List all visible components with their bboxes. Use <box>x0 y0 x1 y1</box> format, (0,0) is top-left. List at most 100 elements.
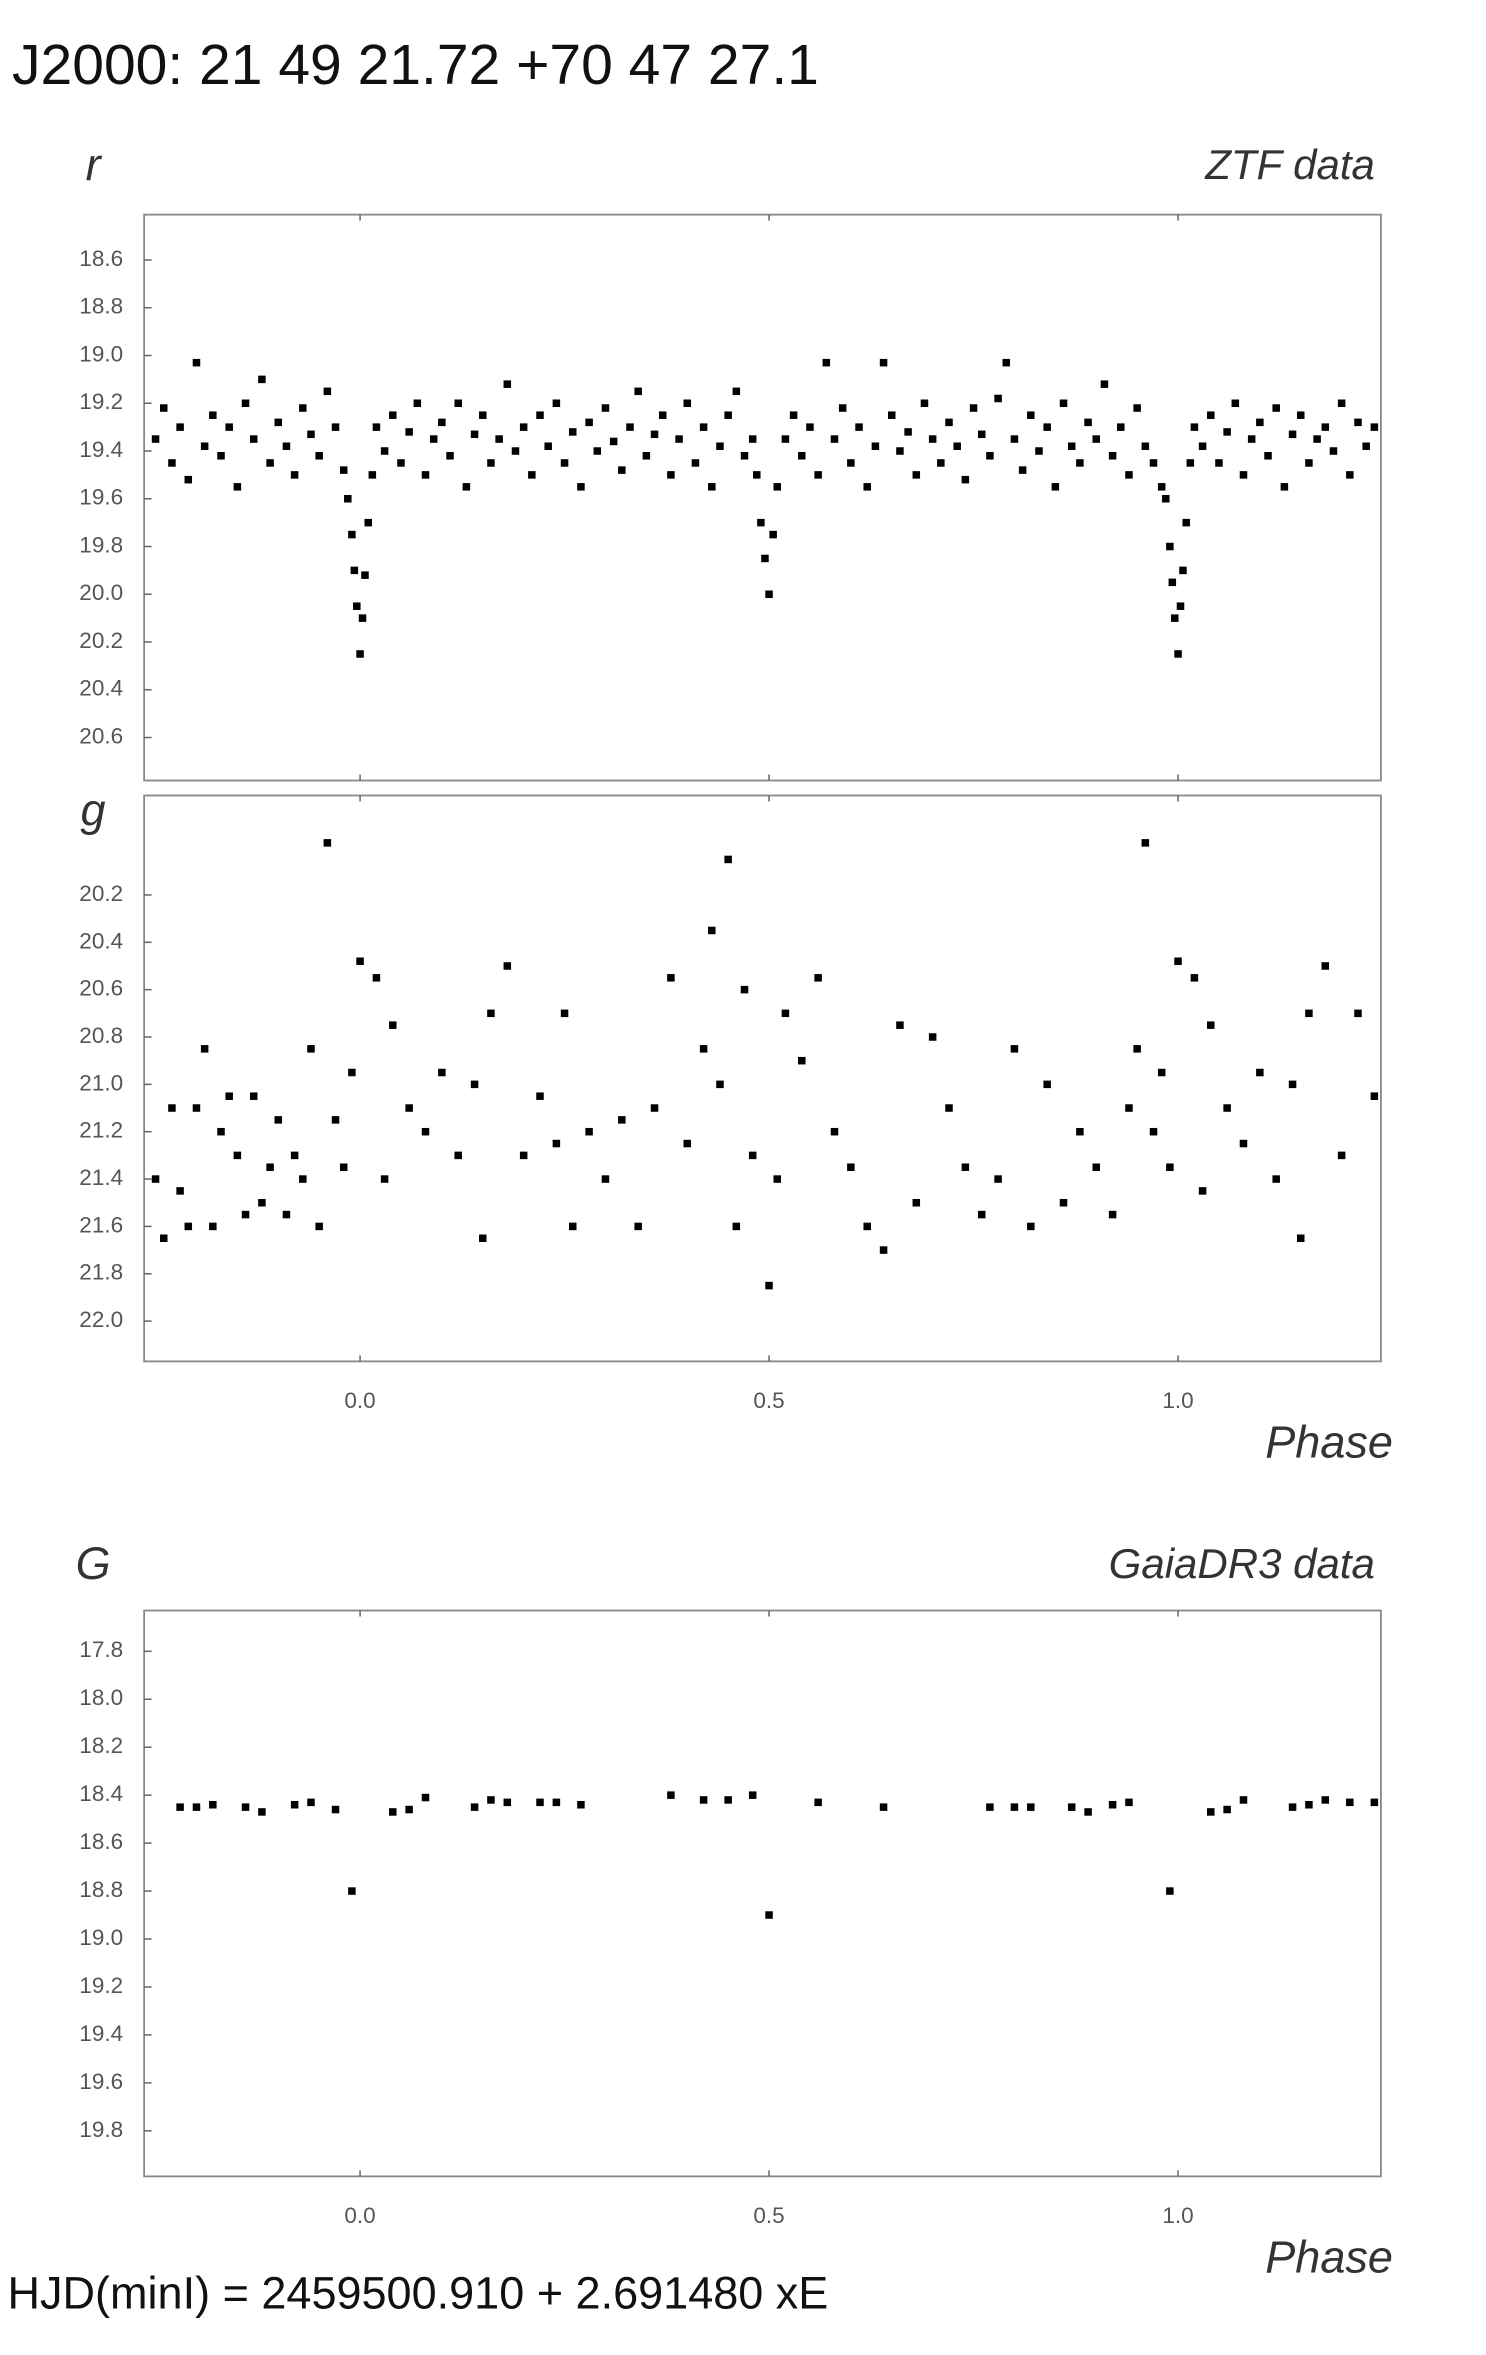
point <box>503 1798 512 1807</box>
point <box>358 614 367 622</box>
point <box>1182 518 1190 527</box>
point <box>446 452 454 460</box>
point <box>1321 962 1330 970</box>
point <box>397 459 405 467</box>
point <box>1027 1222 1035 1231</box>
point <box>1280 483 1289 491</box>
point <box>928 1033 937 1041</box>
point <box>1223 428 1231 436</box>
y-axis-label: r <box>86 139 103 190</box>
point <box>1305 1009 1313 1018</box>
point <box>536 411 544 419</box>
y-tick-label: 17.8 <box>79 1637 123 1662</box>
point <box>1108 1800 1117 1809</box>
point <box>1043 1080 1051 1089</box>
y-tick-label: 19.2 <box>79 389 123 414</box>
point <box>1321 1796 1330 1804</box>
point <box>405 428 413 436</box>
point <box>601 404 610 412</box>
y-axis-label: G <box>76 1538 111 1589</box>
y-tick-label: 19.2 <box>79 1973 123 1998</box>
point <box>1051 483 1060 491</box>
y-tick-label: 21.2 <box>79 1118 123 1143</box>
point <box>1084 1808 1092 1816</box>
point <box>307 1798 315 1807</box>
point <box>266 1163 274 1171</box>
point <box>1337 399 1346 408</box>
point <box>1125 1104 1133 1112</box>
point <box>675 435 683 443</box>
point <box>209 1800 217 1809</box>
point <box>650 430 659 439</box>
point <box>667 974 675 982</box>
point <box>1288 1803 1297 1811</box>
point <box>1108 452 1117 460</box>
point <box>405 1805 413 1814</box>
point <box>986 1803 994 1811</box>
point <box>356 650 364 658</box>
point <box>1059 399 1068 408</box>
point <box>781 435 790 443</box>
point <box>1018 466 1027 474</box>
point <box>323 387 332 396</box>
point <box>765 1281 773 1290</box>
point <box>1370 1798 1379 1807</box>
point <box>421 471 430 479</box>
point <box>765 590 773 599</box>
point <box>350 566 359 575</box>
point <box>1059 1198 1068 1207</box>
y-tick-label: 18.6 <box>79 1829 123 1854</box>
point <box>748 1151 757 1160</box>
point <box>487 1796 495 1804</box>
point <box>798 1056 806 1065</box>
y-tick-label: 19.8 <box>79 2117 123 2142</box>
point <box>249 1092 258 1100</box>
point <box>405 1104 413 1112</box>
point <box>1256 1068 1264 1077</box>
y-tick-label: 21.4 <box>79 1165 123 1190</box>
point <box>683 399 692 408</box>
y-tick-label: 18.6 <box>79 246 123 271</box>
point <box>879 1803 888 1811</box>
point <box>1141 839 1150 847</box>
point <box>192 358 201 367</box>
point <box>380 1175 389 1183</box>
point <box>479 411 487 419</box>
y-tick-label: 20.4 <box>79 928 123 953</box>
point <box>209 1222 217 1231</box>
point <box>503 962 512 970</box>
point <box>470 430 479 439</box>
y-tick-label: 18.2 <box>79 1733 123 1758</box>
point <box>1305 1800 1313 1809</box>
point <box>225 1092 233 1100</box>
point <box>176 1803 184 1811</box>
point <box>568 428 577 436</box>
point <box>315 452 323 460</box>
point <box>1313 435 1321 443</box>
point <box>814 1798 822 1807</box>
point <box>217 452 225 460</box>
point <box>282 1210 291 1219</box>
point <box>830 435 839 443</box>
point <box>1186 459 1195 467</box>
point <box>945 1104 953 1112</box>
point <box>658 411 667 419</box>
point <box>1198 1187 1207 1195</box>
point <box>331 423 340 431</box>
point <box>184 475 193 484</box>
point <box>192 1803 201 1811</box>
point <box>241 399 250 408</box>
point <box>769 530 777 539</box>
point <box>495 435 503 443</box>
y-tick-label: 18.4 <box>79 1781 123 1806</box>
point <box>814 974 822 982</box>
point <box>773 1175 781 1183</box>
point <box>1272 404 1280 412</box>
x-tick-label: 0.0 <box>344 1388 375 1413</box>
point <box>389 1808 397 1816</box>
point <box>552 1798 561 1807</box>
y-tick-label: 19.0 <box>79 341 123 366</box>
point <box>879 1246 888 1254</box>
point <box>249 435 258 443</box>
